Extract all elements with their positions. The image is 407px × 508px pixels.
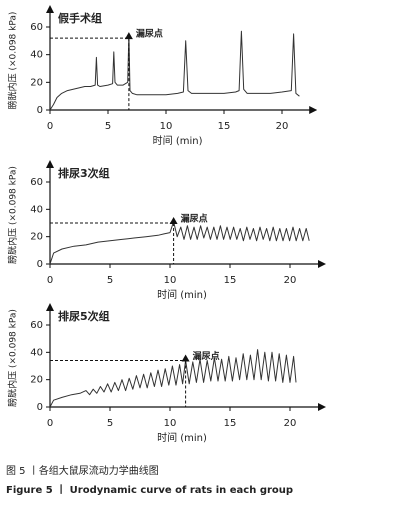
x-axis-label: 时间 (min): [157, 431, 207, 444]
x-axis-label: 时间 (min): [153, 134, 203, 147]
x-tick-label: 5: [107, 418, 113, 429]
y-axis-label: 膀胱内压 (×0.098 kPa): [7, 309, 19, 407]
x-tick-label: 0: [47, 275, 53, 286]
leak-point: [124, 32, 133, 40]
y-tick-label: 40: [30, 204, 43, 215]
x-tick-label: 15: [224, 275, 237, 286]
trace: [49, 221, 310, 265]
y-axis-label: 膀胱内压 (×0.098 kPa): [7, 166, 19, 264]
y-tick-label: 60: [30, 177, 43, 188]
y-tick-label: 60: [30, 320, 43, 331]
trace: [49, 349, 297, 408]
y-tick-label: 20: [30, 375, 43, 386]
leak-label: 漏尿点: [136, 28, 163, 40]
x-tick-label: 20: [276, 121, 289, 132]
x-tick-label: 10: [160, 121, 173, 132]
x-tick-label: 10: [164, 418, 177, 429]
x-tick-label: 20: [284, 418, 297, 429]
caption-en: Figure 5 丨 Urodynamic curve of rats in e…: [6, 484, 293, 496]
y-tick-label: 0: [37, 402, 43, 413]
y-axis-label: 膀胱内压 (×0.098 kPa): [7, 12, 19, 110]
y-tick-label: 40: [30, 50, 43, 61]
panel-title: 排尿5次组: [58, 309, 110, 323]
y-tick-label: 0: [37, 259, 43, 270]
x-tick-label: 5: [107, 275, 113, 286]
trace: [49, 30, 300, 111]
x-tick-label: 15: [224, 418, 237, 429]
panel-title: 排尿3次组: [58, 166, 110, 180]
leak-point: [181, 354, 190, 362]
y-tick-label: 20: [30, 232, 43, 243]
leak-point: [169, 217, 178, 224]
y-tick-label: 40: [30, 347, 43, 358]
leak-label: 漏尿点: [181, 213, 208, 225]
y-tick-label: 0: [37, 105, 43, 116]
caption-zh: 图 5 丨各组大鼠尿流动力学曲线图: [6, 464, 159, 477]
x-axis-label: 时间 (min): [157, 288, 207, 301]
x-tick-label: 0: [47, 418, 53, 429]
y-tick-label: 60: [30, 22, 43, 33]
x-tick-label: 5: [105, 121, 111, 132]
x-tick-label: 10: [164, 275, 177, 286]
x-tick-label: 0: [47, 121, 53, 132]
panel-title: 假手术组: [58, 11, 102, 25]
y-tick-label: 20: [30, 77, 43, 88]
x-tick-label: 15: [218, 121, 231, 132]
leak-label: 漏尿点: [193, 350, 220, 362]
x-tick-label: 20: [284, 275, 297, 286]
